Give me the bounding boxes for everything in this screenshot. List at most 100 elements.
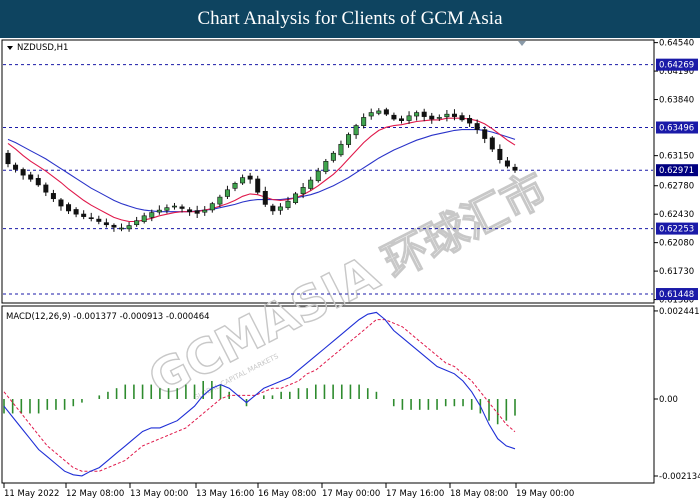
chart-area[interactable]: GCMASIA 环球汇市 GLOBAL CAPITAL MARKETS 0.64… [0,38,700,500]
candle-body [134,220,140,226]
page-title: Chart Analysis for Clients of GCM Asia [0,0,700,38]
candle-body [436,117,442,119]
candle [20,167,26,180]
candle [179,204,185,213]
candle-body [171,205,177,208]
candle-body [489,137,495,150]
candle-body [13,164,19,170]
candle-body [111,224,117,228]
time-tick-label: 18 May 08:00 [450,489,508,499]
price-tick-label: 0.62080 [659,239,694,249]
time-tick-label: 19 May 00:00 [516,489,574,499]
candle-body [308,179,314,189]
candle [308,176,314,191]
candle-body [459,115,465,121]
candle-body [247,175,253,180]
candle [5,149,11,168]
moving-averages [7,117,516,223]
candle [497,144,503,164]
candle [202,206,208,216]
candle [429,112,435,124]
candle [467,114,473,127]
macd-axis: 0.002441 0.00 -0.002134 [654,307,700,482]
candle-body [421,111,427,117]
time-tick-label: 16 May 08:00 [258,489,316,499]
candle-body [28,174,34,180]
candle [391,112,397,121]
time-tick-label: 13 May 16:00 [196,489,254,499]
candle [81,210,87,220]
level-label-box [656,121,698,134]
candle [315,167,321,183]
triangle-down-icon[interactable] [7,46,13,50]
candle [224,185,230,200]
price-tick-label: 0.64540 [659,39,694,49]
candle-body [58,199,64,207]
candle [194,205,200,219]
candle [383,107,389,117]
candle-body [338,143,344,156]
time-tick-label: 11 May 2022 [4,489,59,499]
candle [240,174,246,185]
candle [126,221,132,232]
level-label: 0.64269 [659,61,694,71]
candle [330,151,336,163]
candle [50,189,56,202]
candle-body [315,170,321,182]
candle [414,110,420,121]
candle-body [383,109,389,115]
candle-body [141,215,147,222]
price-tick-label: 0.62430 [659,210,694,220]
candle [209,201,215,213]
candle [353,123,359,139]
candle-body [361,117,367,127]
candle [277,203,283,215]
macd-tick-label: 0.002441 [659,307,700,317]
price-tick-label: 0.63150 [659,152,694,162]
candle-body [398,118,404,121]
candle-body [209,203,215,211]
candle-body [232,182,238,189]
candle-body [202,209,208,213]
candle [474,119,480,134]
candle [270,203,276,215]
candle-body [353,125,359,136]
time-tick-label: 12 May 08:00 [66,489,124,499]
candle [164,204,170,214]
candle [28,171,34,182]
candle [346,132,352,148]
candle [247,172,253,184]
candle [398,115,404,124]
candle [134,216,140,227]
macd-panel-frame [1,305,655,484]
candle-body [103,222,109,226]
candle [149,209,155,222]
candle-body [88,217,94,219]
chart-shift-marker-icon[interactable] [518,41,526,46]
candle-body [444,113,450,118]
candle-body [255,178,261,193]
macd-tick-label: 0.00 [659,395,678,405]
level-lines [3,64,653,295]
candle-body [497,148,503,161]
candle-body [285,200,291,209]
candle [512,163,518,173]
candle-body [81,213,87,217]
candle [459,112,465,122]
candle [368,108,374,120]
candlesticks [5,107,518,232]
candle-body [149,212,155,218]
candle-body [512,166,518,171]
ma-blue-line [7,129,516,213]
candle [119,223,125,232]
candle [255,175,261,195]
candle [323,158,329,175]
candle-body [96,218,102,222]
candle-body [179,206,185,209]
candle-body [406,115,412,121]
level-label: 0.63496 [659,124,694,134]
symbol-header[interactable]: NZDUSD,H1 [7,43,68,53]
price-tick-label: 0.61380 [659,296,694,306]
candle [421,108,427,122]
candle [451,109,457,121]
